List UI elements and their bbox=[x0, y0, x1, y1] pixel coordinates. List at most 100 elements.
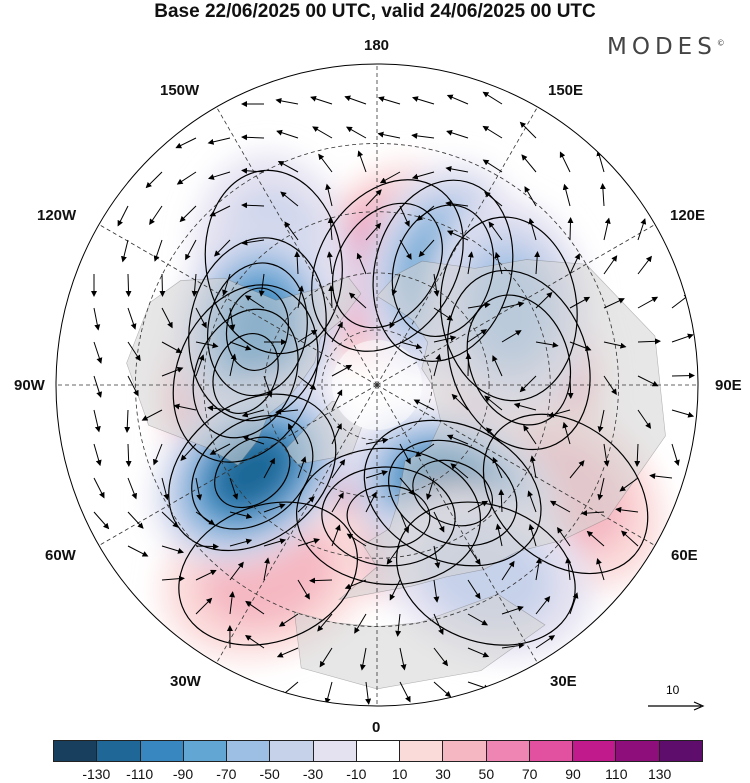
meridian-line bbox=[376, 106, 538, 386]
wind-vector bbox=[637, 375, 659, 387]
wind-vector bbox=[528, 523, 537, 547]
wind-vector bbox=[446, 230, 469, 241]
wind-vector bbox=[399, 239, 412, 260]
wind-vector bbox=[324, 681, 333, 705]
contour-line bbox=[331, 202, 443, 329]
wind-vector bbox=[467, 545, 481, 566]
lon-label-60e: 60E bbox=[671, 547, 698, 564]
wind-vector bbox=[175, 137, 197, 149]
wind-vector bbox=[365, 681, 372, 705]
wind-vector bbox=[379, 171, 401, 184]
wind-vector bbox=[416, 205, 435, 221]
wind-vector bbox=[446, 129, 469, 139]
contour-line bbox=[204, 169, 343, 355]
reference-vector-label: 10 bbox=[666, 683, 680, 697]
wind-vector bbox=[501, 330, 522, 343]
meridian-line bbox=[98, 224, 378, 386]
wind-vector bbox=[467, 500, 489, 513]
wind-vector bbox=[535, 557, 542, 581]
wind-vector bbox=[581, 510, 605, 517]
colorbar-tick: -90 bbox=[172, 766, 194, 782]
wind-vector bbox=[161, 575, 185, 582]
wind-vector bbox=[534, 251, 541, 275]
wind-vector bbox=[562, 183, 571, 207]
wind-vector bbox=[121, 239, 129, 263]
wind-vector bbox=[346, 126, 367, 139]
colorbar-swatch bbox=[573, 741, 617, 761]
meridian-line bbox=[376, 224, 656, 386]
wind-vector bbox=[389, 579, 401, 601]
wind-vector bbox=[153, 239, 163, 262]
wind-vector bbox=[486, 427, 503, 445]
wind-vector bbox=[297, 375, 317, 390]
lon-label-60w: 60W bbox=[45, 547, 76, 564]
wind-vector bbox=[207, 405, 231, 412]
wind-vector bbox=[399, 647, 407, 671]
wind-vector bbox=[586, 530, 605, 547]
wind-vector bbox=[275, 408, 299, 415]
meridian-line bbox=[376, 384, 656, 546]
wind-vector bbox=[229, 561, 244, 581]
wind-vector bbox=[195, 341, 219, 349]
wind-vector bbox=[195, 569, 217, 581]
wind-vector bbox=[411, 96, 435, 105]
wind-vector bbox=[297, 329, 318, 343]
wind-vector bbox=[161, 545, 185, 554]
wind-vector bbox=[399, 511, 410, 534]
wind-vector bbox=[317, 613, 333, 632]
wind-vector bbox=[467, 302, 491, 309]
contour-line bbox=[346, 485, 431, 548]
wind-vector bbox=[161, 367, 184, 377]
wind-vector bbox=[482, 125, 503, 139]
wind-vector bbox=[619, 477, 639, 492]
wind-vector bbox=[411, 171, 435, 180]
wind-vector bbox=[634, 443, 641, 467]
wind-vector bbox=[185, 239, 197, 261]
wind-vector bbox=[395, 613, 402, 637]
wind-vector bbox=[365, 189, 382, 207]
wind-vector bbox=[484, 191, 503, 207]
wind-vector bbox=[649, 473, 673, 480]
wind-vector bbox=[312, 126, 333, 139]
wind-vector bbox=[567, 217, 574, 241]
lon-label-30w: 30W bbox=[170, 673, 201, 690]
colorbar-swatch bbox=[183, 741, 228, 761]
colorbar-tick: -50 bbox=[259, 766, 280, 782]
wind-vector bbox=[433, 307, 454, 321]
contour-line bbox=[212, 333, 279, 414]
contour-line bbox=[178, 501, 358, 646]
wind-vector bbox=[494, 251, 503, 275]
wind-vector bbox=[263, 557, 271, 581]
wind-vector bbox=[161, 511, 179, 528]
logo-text: MODES bbox=[607, 34, 717, 60]
lon-label-150w: 150W bbox=[160, 82, 200, 99]
wind-vector bbox=[433, 579, 440, 603]
wind-vector bbox=[567, 375, 574, 399]
wind-vector bbox=[501, 642, 525, 649]
wind-vector bbox=[365, 222, 382, 241]
wind-vector bbox=[331, 423, 342, 445]
wind-vector bbox=[615, 506, 639, 513]
wind-vector bbox=[93, 511, 110, 530]
wind-vector bbox=[277, 160, 299, 173]
contour-line bbox=[391, 204, 495, 338]
colorbar-tick: 30 bbox=[435, 766, 451, 782]
wind-vector bbox=[229, 538, 253, 547]
wind-vector bbox=[328, 285, 335, 309]
wind-vector bbox=[399, 681, 411, 703]
wind-vector bbox=[346, 533, 367, 547]
wind-vector bbox=[535, 595, 551, 615]
wind-vector bbox=[569, 592, 579, 615]
wind-vector bbox=[445, 165, 469, 173]
colorbar-swatch bbox=[400, 741, 444, 761]
contour-line bbox=[172, 284, 319, 463]
contour-line bbox=[191, 415, 314, 530]
wind-vector bbox=[161, 307, 173, 329]
wind-vector bbox=[365, 491, 377, 513]
contour-line bbox=[225, 287, 290, 371]
wind-vector bbox=[359, 647, 367, 671]
wind-vector bbox=[309, 577, 333, 584]
contour-line bbox=[372, 179, 514, 362]
wind-vector bbox=[386, 545, 401, 565]
wind-vector bbox=[523, 424, 537, 445]
